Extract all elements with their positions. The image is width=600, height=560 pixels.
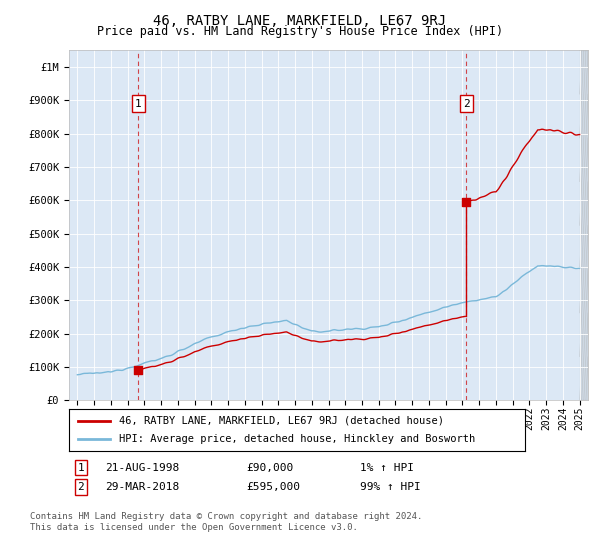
Text: 2: 2 [77,482,85,492]
Text: £595,000: £595,000 [246,482,300,492]
Text: 46, RATBY LANE, MARKFIELD, LE67 9RJ: 46, RATBY LANE, MARKFIELD, LE67 9RJ [154,14,446,28]
Text: 21-AUG-1998: 21-AUG-1998 [105,463,179,473]
Text: HPI: Average price, detached house, Hinckley and Bosworth: HPI: Average price, detached house, Hinc… [119,434,475,444]
Text: 99% ↑ HPI: 99% ↑ HPI [360,482,421,492]
Text: £90,000: £90,000 [246,463,293,473]
Text: 2: 2 [463,99,470,109]
Text: 1: 1 [135,99,142,109]
Text: 29-MAR-2018: 29-MAR-2018 [105,482,179,492]
Text: 1: 1 [77,463,85,473]
Text: 1% ↑ HPI: 1% ↑ HPI [360,463,414,473]
Text: Contains HM Land Registry data © Crown copyright and database right 2024.
This d: Contains HM Land Registry data © Crown c… [30,512,422,532]
Point [134,366,143,375]
Text: Price paid vs. HM Land Registry's House Price Index (HPI): Price paid vs. HM Land Registry's House … [97,25,503,38]
Point [461,198,471,207]
Text: 46, RATBY LANE, MARKFIELD, LE67 9RJ (detached house): 46, RATBY LANE, MARKFIELD, LE67 9RJ (det… [119,416,444,426]
